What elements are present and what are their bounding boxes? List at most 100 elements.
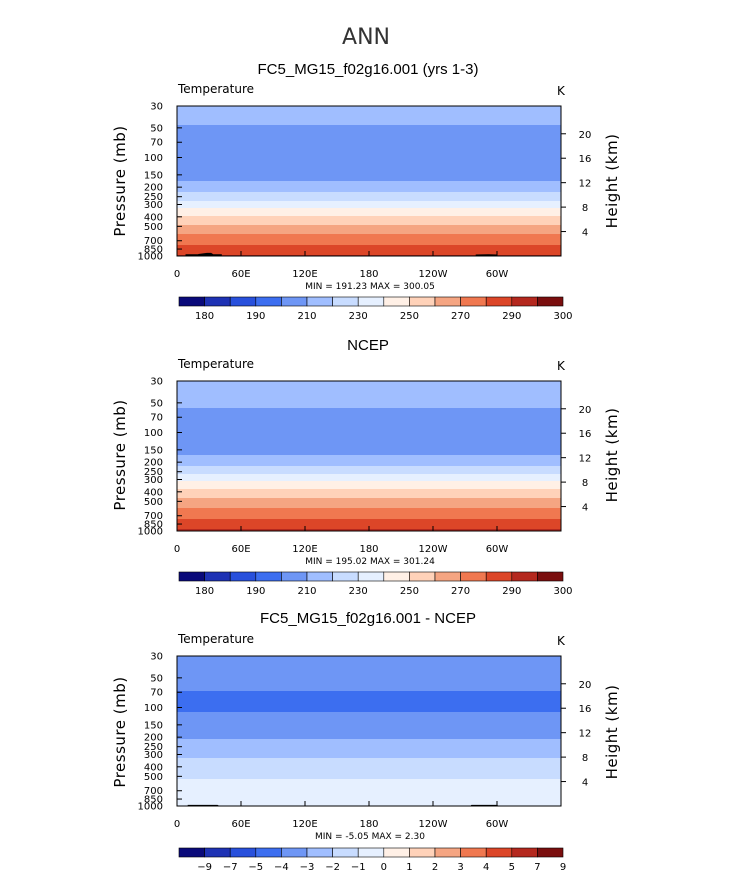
height-tick-label: 12	[579, 729, 592, 740]
colorbar-label: 190	[246, 586, 265, 597]
contour-band	[177, 225, 561, 235]
colorbar-swatch	[460, 847, 487, 858]
colorbar-label: −1	[351, 862, 366, 872]
colorbar-swatch	[332, 847, 359, 858]
y-tick-label: 200	[144, 458, 163, 469]
colorbar-swatch	[434, 296, 461, 307]
colorbar-swatch	[178, 296, 205, 307]
colorbar-swatch	[255, 847, 282, 858]
colorbar-swatch	[204, 847, 231, 858]
x-tick-label: 180	[359, 544, 378, 555]
contour-band	[177, 125, 561, 182]
contour-band	[177, 758, 561, 780]
height-tick-label: 20	[579, 130, 592, 141]
colorbar-swatch	[511, 296, 538, 307]
y-tick-label: 850	[144, 520, 163, 531]
colorbar-label: 9	[560, 862, 566, 872]
contour-band	[177, 106, 561, 126]
contour-plot: 3050701001502002503004005007008501000481…	[138, 377, 592, 556]
right-axis-label: Height (km)	[603, 685, 621, 780]
y-tick-label: 100	[144, 153, 163, 164]
x-tick-label: 60E	[231, 269, 250, 280]
y-tick-label: 400	[144, 212, 163, 223]
contour-band	[177, 519, 561, 530]
y-tick-label: 500	[144, 497, 163, 508]
y-tick-label: 50	[150, 673, 163, 684]
colorbar-label: 290	[502, 311, 521, 322]
x-tick-label: 60E	[231, 819, 250, 830]
height-tick-label: 16	[579, 429, 592, 440]
colorbar-label: 300	[553, 311, 572, 322]
y-tick-label: 70	[150, 688, 163, 699]
y-tick-label: 100	[144, 703, 163, 714]
colorbar-swatch	[255, 296, 282, 307]
colorbar-swatch	[229, 296, 257, 307]
y-tick-label: 300	[144, 200, 163, 211]
colorbar-swatch	[281, 847, 308, 858]
height-tick-label: 8	[582, 478, 588, 489]
colorbar-label: 5	[509, 862, 515, 872]
y-tick-label: 30	[150, 652, 163, 663]
contour-band	[177, 216, 561, 226]
panel-obs: NCEP Temperature K 305070100150200250300…	[111, 337, 621, 597]
y-tick-label: 850	[144, 795, 163, 806]
colorbar-label: 190	[246, 311, 265, 322]
panel-title: FC5_MG15_f02g16.001 (yrs 1-3)	[258, 61, 479, 78]
right-axis-label: Height (km)	[603, 408, 621, 503]
colorbar-label: 180	[195, 586, 214, 597]
colorbar-label: 7	[534, 862, 540, 872]
y-axis-label: Pressure (mb)	[111, 125, 129, 236]
colorbar-swatch	[306, 847, 333, 858]
y-tick-label: 700	[144, 786, 163, 797]
stats-text: MIN = 195.02 MAX = 301.24	[305, 557, 435, 567]
contour-band	[177, 712, 561, 740]
variable-label: Temperature	[177, 82, 254, 96]
x-tick-label: 0	[174, 544, 180, 555]
colorbar-swatch	[485, 847, 513, 858]
y-tick-label: 300	[144, 475, 163, 486]
y-tick-label: 100	[144, 428, 163, 439]
x-tick-label: 60W	[486, 269, 509, 280]
x-tick-label: 120E	[292, 269, 317, 280]
y-tick-label: 500	[144, 772, 163, 783]
stats-text: MIN = -5.05 MAX = 2.30	[315, 832, 425, 842]
colorbar-label: 290	[502, 586, 521, 597]
colorbar-label: 300	[553, 586, 572, 597]
colorbar-swatch	[383, 296, 410, 307]
contour-band	[177, 474, 561, 482]
colorbar-swatch	[485, 571, 513, 582]
y-axis-label: Pressure (mb)	[111, 399, 129, 510]
height-tick-label: 16	[579, 154, 592, 165]
units-label: K	[557, 84, 566, 98]
colorbar-swatch	[383, 847, 410, 858]
colorbar-label: 230	[349, 586, 368, 597]
contour-band	[177, 455, 561, 467]
y-tick-label: 250	[144, 192, 163, 203]
colorbar-swatch	[229, 847, 257, 858]
y-tick-label: 30	[150, 102, 163, 113]
colorbar-swatch	[409, 296, 436, 307]
y-tick-label: 700	[144, 236, 163, 247]
colorbar-swatch	[383, 571, 410, 582]
colorbar: 180 190 210 230 250 270 290 300	[178, 296, 573, 322]
units-label: K	[557, 359, 566, 373]
colorbar-swatch	[409, 847, 436, 858]
x-tick-label: 60E	[231, 544, 250, 555]
y-tick-label: 150	[144, 445, 163, 456]
variable-label: Temperature	[177, 357, 254, 371]
contour-band	[177, 245, 561, 256]
y-tick-label: 250	[144, 742, 163, 753]
contour-band	[177, 201, 561, 209]
stats-text: MIN = 191.23 MAX = 300.05	[305, 282, 435, 292]
contour-plot: 3050701001502002503004005007008501000481…	[138, 652, 592, 831]
colorbar-label: 270	[451, 311, 470, 322]
contour-band	[177, 508, 561, 520]
colorbar-label: 250	[400, 311, 419, 322]
colorbar-swatch	[204, 571, 231, 582]
colorbar: 180 190 210 230 250 270 290 300	[178, 571, 573, 597]
y-tick-label: 150	[144, 720, 163, 731]
colorbar-swatch	[460, 571, 487, 582]
contour-band	[177, 656, 561, 692]
height-tick-label: 8	[582, 203, 588, 214]
y-tick-label: 250	[144, 467, 163, 478]
